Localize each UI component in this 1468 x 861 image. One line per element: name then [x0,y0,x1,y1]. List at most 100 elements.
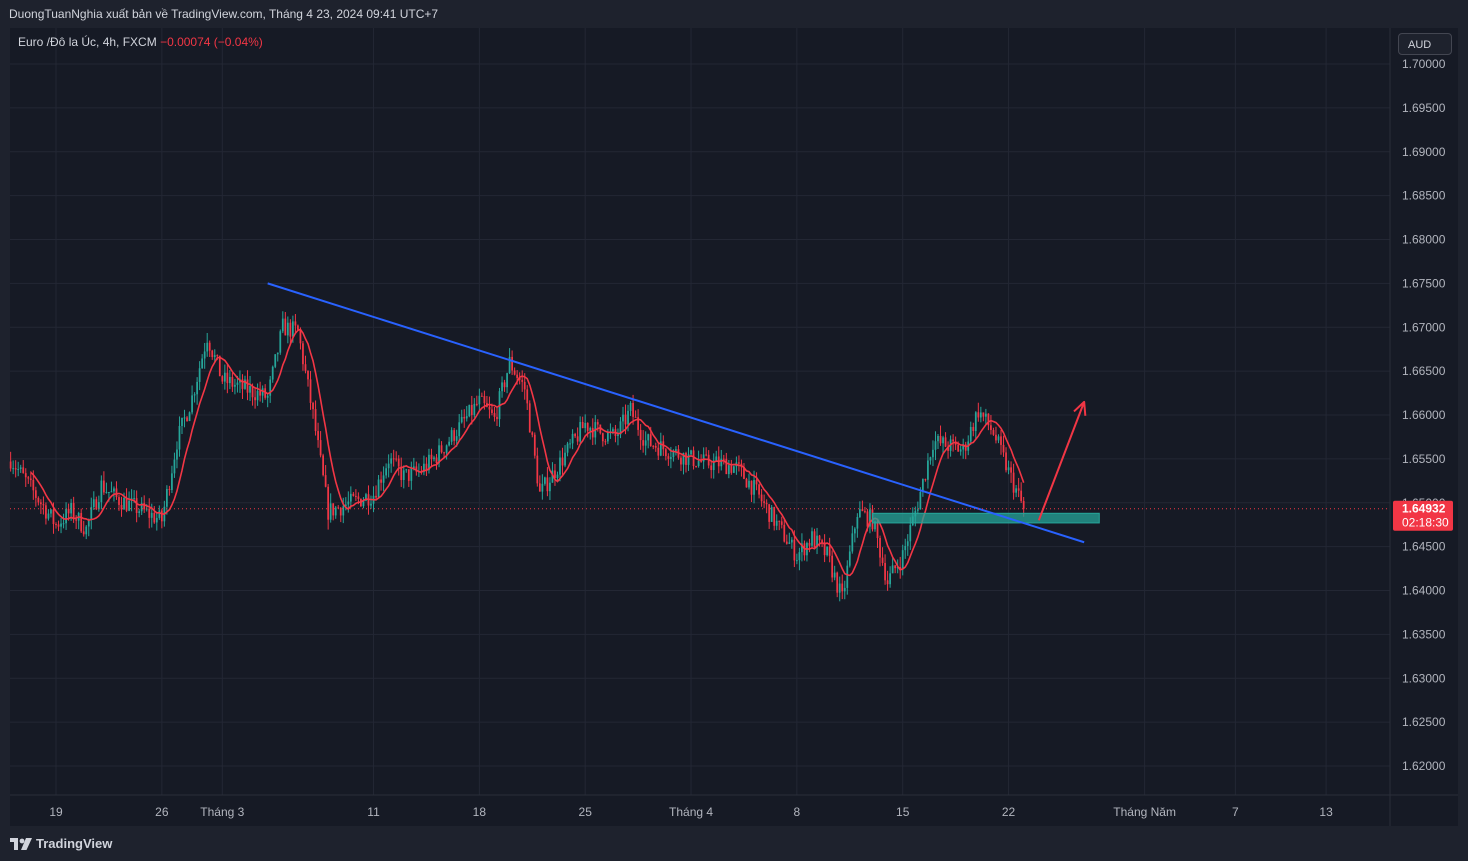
candle-body [344,504,347,507]
candle-body [516,374,519,379]
candle-body [760,494,763,502]
candle-body [34,490,37,498]
candle-body [705,454,708,456]
candle-body [168,489,171,491]
candle-body [856,516,859,529]
candle-body [448,441,451,446]
price-tick-label: 1.63000 [1402,671,1446,685]
candle-body [619,421,622,435]
candle-body [19,467,22,470]
candle-body [591,427,594,438]
candle-body [788,542,791,544]
price-tick-label: 1.66000 [1402,408,1446,422]
candle-body [745,478,748,488]
candle-body [964,444,967,451]
candle-body [932,449,934,458]
candle-body [864,511,866,513]
candle-body [72,503,75,520]
candle-body [455,436,458,441]
candle-body [428,454,430,471]
price-tick-label: 1.70000 [1402,57,1446,71]
candle-body [846,565,849,588]
candle-body [765,502,768,505]
time-tick-label: 7 [1232,805,1239,819]
candle-body [649,434,652,446]
candle-body [962,444,965,450]
candle-body [286,322,289,336]
price-tick-label: 1.66500 [1402,364,1446,378]
candle-body [743,467,745,479]
time-tick-label: 25 [579,805,593,819]
candle-body [362,500,365,507]
candle-body [39,502,42,505]
candle-body [833,572,836,578]
candle-body [274,354,277,367]
symbol-title: Euro /Đô la Úc, 4h, FXCM [18,35,157,49]
candle-body [405,469,408,471]
candle-body [680,457,682,465]
candle-body [569,443,571,445]
price-tick-label: 1.64500 [1402,540,1446,554]
candle-body [67,508,70,514]
candle-body [430,454,433,460]
tradingview-brand[interactable]: TradingView [10,836,112,851]
candle-body [299,329,302,344]
candle-body [62,523,65,525]
candle-body [952,439,955,442]
brand-name: TradingView [36,836,113,851]
chart-area[interactable] [10,28,1458,826]
candle-body [773,507,776,526]
candle-body [1007,467,1010,471]
candle-body [657,447,660,456]
candle-body [249,386,251,393]
candle-body [884,562,886,581]
candle-body [601,433,604,442]
candle-body [549,482,551,492]
candle-body [604,441,607,443]
candle-body [193,394,196,396]
candle-body [440,445,443,453]
candle-body [176,449,178,460]
descending-trendline [267,282,1085,544]
candle-body [337,507,340,509]
candle-body [110,491,113,493]
candle-body [881,557,884,563]
candle-body [501,382,503,392]
candle-body [269,379,272,396]
candle-body [876,521,879,539]
countdown-label: 02:18:30 [1402,516,1449,530]
candle-body [924,479,927,481]
candle-body [710,465,713,471]
candle-body [697,460,700,467]
candle-body [1005,452,1007,471]
candle-body [12,468,15,470]
candle-body [475,403,478,405]
candle-body [866,511,869,527]
candle-body [939,435,942,444]
candle-body [589,427,592,431]
candle-body [377,479,380,498]
candle-body [879,538,881,558]
candle-body [9,461,12,469]
candle-body [445,445,448,453]
candle-body [584,422,587,429]
time-tick-label: 13 [1319,805,1333,819]
candle-body [208,342,211,351]
candle-body [1002,444,1005,453]
candle-body [211,350,214,358]
candle-body [397,458,400,467]
candle-body [261,388,264,396]
symbol-legend: Euro /Đô la Úc, 4h, FXCM −0.00074 (−0.04… [18,35,263,49]
candle-body [675,449,677,451]
candle-body [100,480,103,503]
candle-body [722,458,725,460]
candle-body [309,379,312,403]
candle-body [470,404,473,416]
price-tick-label: 1.67000 [1402,320,1446,334]
candle-body [123,497,125,510]
candle-body [244,379,246,389]
currency-button[interactable]: AUD [1398,33,1452,55]
candle-body [652,445,655,447]
candle-body [188,412,191,422]
